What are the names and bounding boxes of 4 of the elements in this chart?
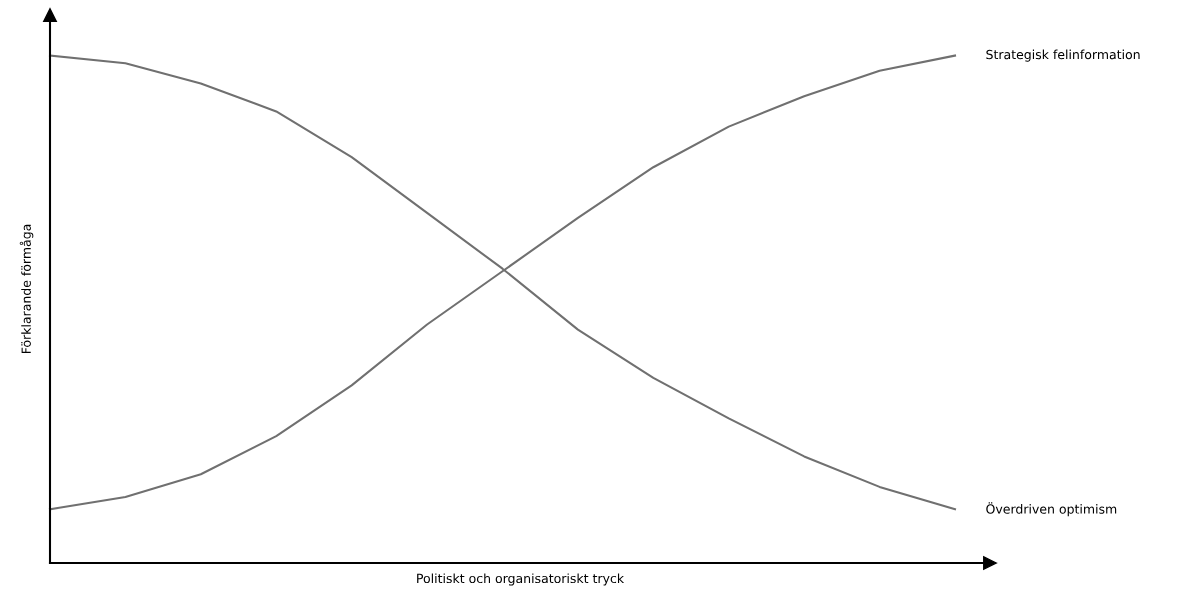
y-axis-title: Förklarande förmåga bbox=[19, 224, 34, 354]
text: Strategisk felinformation bbox=[986, 49, 1140, 62]
x-axis-title: Politiskt och organisatoriskt tryck bbox=[417, 573, 625, 586]
text: Överdriven optimism bbox=[986, 502, 1117, 517]
